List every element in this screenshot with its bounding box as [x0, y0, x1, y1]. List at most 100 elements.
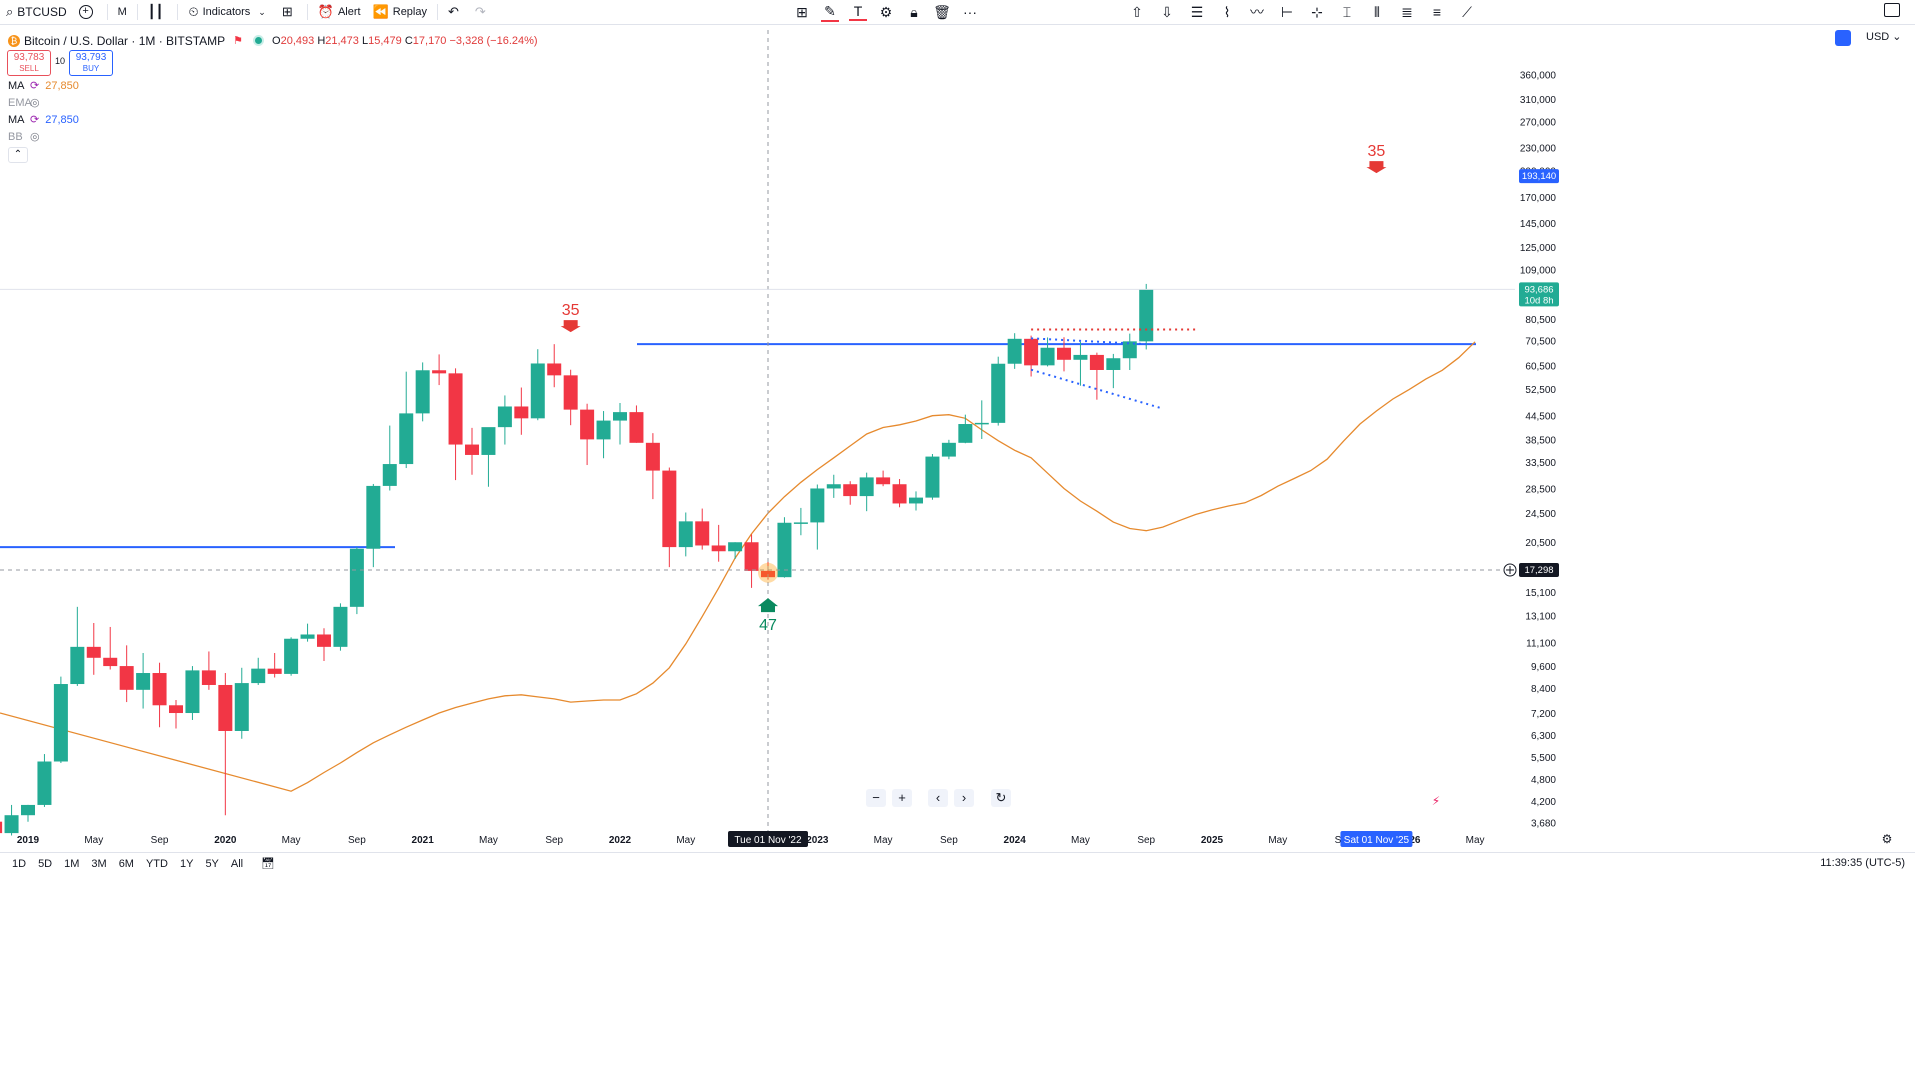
chart-type-button[interactable]: ┃┃	[142, 0, 174, 24]
axis-settings-gear-icon[interactable]: ⚙	[1882, 832, 1893, 846]
redo-button[interactable]: ↷	[469, 0, 496, 24]
text-tool-icon[interactable]: ⌶	[1342, 3, 1352, 20]
reset-chart-button[interactable]: ↻	[991, 789, 1011, 807]
compare-button[interactable]: +	[73, 0, 103, 24]
brush-icon[interactable]: ✎	[821, 3, 839, 22]
undo-button[interactable]: ↶	[442, 0, 469, 24]
refresh-icon[interactable]: ⟳	[30, 80, 40, 92]
indicators-button[interactable]: ⏲ Indicators ⌄	[182, 0, 275, 24]
timeframe-5d[interactable]: 5D	[38, 857, 53, 870]
date-range-calendar-icon[interactable]: 📅︎	[261, 858, 276, 870]
arrow-down-icon[interactable]: ⇩	[1161, 3, 1173, 20]
candle-body	[234, 683, 249, 731]
signal-count-label: 35	[562, 302, 580, 319]
zoom-in-button[interactable]: +	[892, 789, 912, 807]
x-tick-label: Sep	[1137, 835, 1155, 846]
refresh-icon[interactable]: ⟳	[30, 114, 40, 126]
measure-icon[interactable]: ⊹	[1311, 3, 1323, 20]
x-tick-label: 2019	[17, 835, 40, 846]
timeframe-6m[interactable]: 6M	[118, 857, 134, 870]
pattern-icon[interactable]: ⌇	[1223, 3, 1231, 20]
candle-body	[843, 484, 858, 497]
candle-body	[941, 442, 956, 457]
layouts-button[interactable]: ⊞	[276, 0, 303, 24]
candles-icon: ┃┃	[147, 4, 164, 19]
candle-body	[415, 370, 430, 414]
candle-body	[744, 542, 759, 571]
last-price-label-text: 10d 8h	[1524, 295, 1553, 306]
replay-button[interactable]: ⏪ Replay	[367, 0, 433, 24]
zoom-out-button[interactable]: −	[866, 789, 886, 807]
range-icon[interactable]: ⊢	[1280, 3, 1294, 20]
flag-icon[interactable]: ⚑	[233, 35, 244, 47]
rewind-icon: ⏪	[372, 4, 389, 19]
indicator-bb[interactable]: BB ◎	[8, 130, 40, 144]
candle-body	[37, 761, 52, 805]
object-tree-icon[interactable]: ⊞	[796, 3, 808, 20]
top-toolbar: ⌕ BTCUSD + M ┃┃ ⏲ Indicators ⌄ ⊞ ⏰ Alert…	[0, 0, 1915, 25]
candle-body	[432, 370, 447, 374]
settings-icon[interactable]: ⚙	[879, 3, 893, 20]
lines-icon[interactable]: ☰	[1190, 3, 1204, 20]
alarm-clock-icon: ⏰	[317, 4, 334, 19]
timeframe-1y[interactable]: 1Y	[179, 857, 194, 870]
redo-icon: ↷	[474, 4, 486, 19]
candle-body	[629, 412, 644, 443]
x-tick-label: Sep	[545, 835, 563, 846]
candle-body	[958, 424, 973, 443]
target-price-label: 193,140	[1519, 169, 1559, 184]
fullscreen-icon[interactable]	[1884, 3, 1900, 17]
text-icon[interactable]: T	[849, 3, 867, 21]
eye-hidden-icon[interactable]: ◎	[30, 97, 40, 109]
collapse-legend-button[interactable]: ⌃	[8, 147, 28, 163]
sliders-alt-icon[interactable]: ≡	[1432, 4, 1442, 20]
candle-body	[251, 668, 266, 684]
y-tick-label: 310,000	[1520, 95, 1557, 106]
x-tick-label: 2022	[609, 835, 632, 846]
wave-icon[interactable]: 〰	[1250, 4, 1264, 20]
indicator-name: MA	[8, 113, 25, 126]
high-value: 21,473	[325, 34, 359, 47]
bars-icon[interactable]: ⦀	[1373, 3, 1381, 20]
pen-line-icon[interactable]: ⟋	[1462, 3, 1472, 20]
timeframe-1m[interactable]: 1M	[64, 857, 80, 870]
interval-button[interactable]: M	[112, 0, 133, 24]
scroll-right-button[interactable]: ›	[954, 789, 974, 807]
currency-select[interactable]: USD ⌄	[1866, 31, 1902, 43]
candle-body	[284, 638, 299, 674]
x-tick-label: 2024	[1004, 835, 1027, 846]
timeframe-1d[interactable]: 1D	[12, 857, 27, 870]
timeframe-3m[interactable]: 3M	[91, 857, 107, 870]
arrow-up-icon[interactable]: ⇧	[1131, 3, 1143, 20]
timeframe-ytd[interactable]: YTD	[145, 857, 168, 870]
indicator-ma-2[interactable]: MA ⟳ 27,850	[8, 113, 79, 127]
moving-average-line	[0, 341, 1476, 792]
timeframe-all[interactable]: All	[230, 857, 244, 870]
sell-button[interactable]: 93,783 SELL	[7, 50, 51, 76]
indicator-value: 27,850	[45, 79, 79, 92]
candle-body	[909, 497, 923, 504]
eye-hidden-icon[interactable]: ◎	[30, 131, 40, 143]
trash-icon[interactable]: 🗑︎	[933, 3, 951, 20]
symbol-search[interactable]: ⌕ BTCUSD	[0, 0, 73, 24]
more-icon[interactable]: ···	[963, 4, 977, 20]
crosshair-date-text: Tue 01 Nov '22	[734, 835, 802, 846]
currency-toggle-icon[interactable]	[1835, 30, 1851, 46]
signal-arrow-up	[758, 598, 778, 613]
zoom-controls: − +	[866, 789, 912, 807]
y-tick-label: 9,600	[1531, 662, 1556, 673]
indicator-ma-1[interactable]: MA ⟳ 27,850	[8, 79, 79, 93]
y-tick-label: 13,100	[1525, 611, 1556, 622]
last-price-label-text: 93,686	[1524, 284, 1553, 295]
candle-body	[1106, 358, 1121, 370]
scroll-left-button[interactable]: ‹	[928, 789, 948, 807]
interval-label: M	[117, 6, 127, 18]
toolbar-divider	[177, 4, 179, 20]
sliders-icon[interactable]: ≣	[1401, 3, 1413, 20]
buy-button[interactable]: 93,793 BUY	[69, 50, 113, 76]
timeframe-5y[interactable]: 5Y	[205, 857, 219, 870]
lock-icon[interactable]: 🔒︎	[910, 3, 918, 20]
indicator-ema[interactable]: EMA ◎	[8, 96, 40, 110]
alert-button[interactable]: ⏰ Alert	[312, 0, 367, 24]
